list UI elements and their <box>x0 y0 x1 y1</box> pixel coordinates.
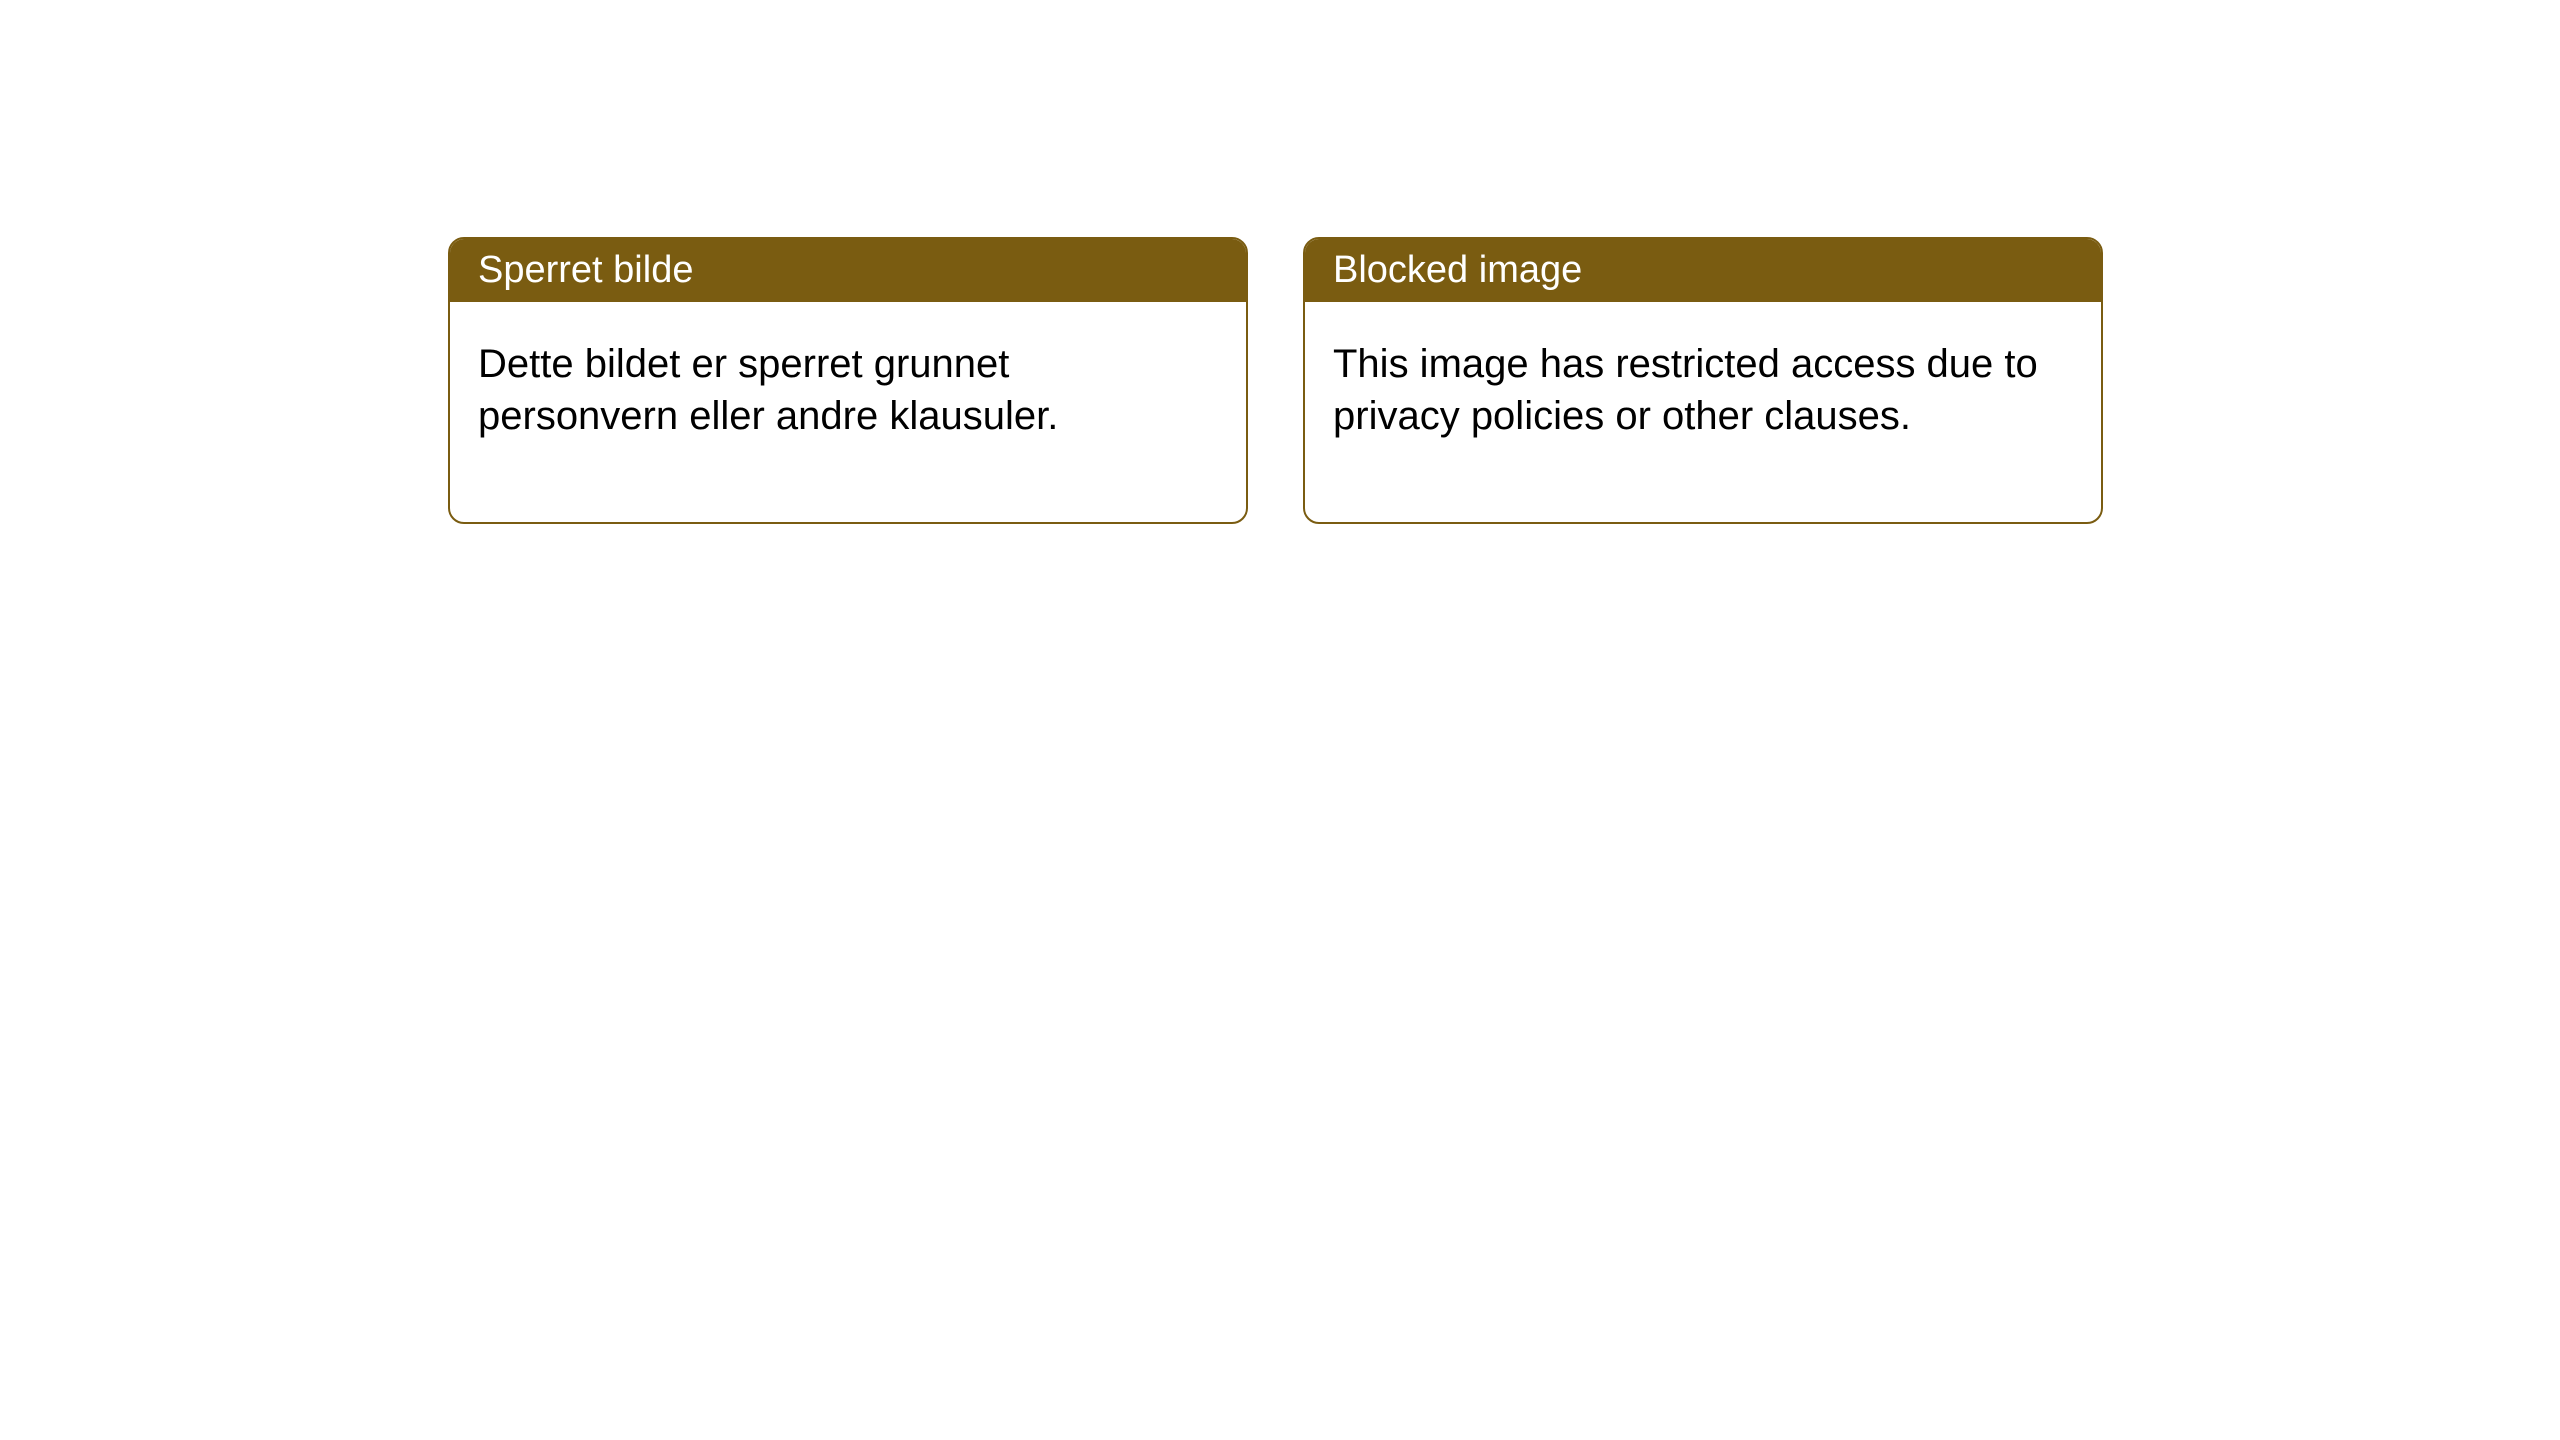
notice-card-title: Blocked image <box>1305 239 2101 302</box>
notice-card-title: Sperret bilde <box>450 239 1246 302</box>
notice-card-english: Blocked image This image has restricted … <box>1303 237 2103 524</box>
notice-container: Sperret bilde Dette bildet er sperret gr… <box>0 0 2560 524</box>
notice-card-body: This image has restricted access due to … <box>1305 302 2101 522</box>
notice-card-norwegian: Sperret bilde Dette bildet er sperret gr… <box>448 237 1248 524</box>
notice-card-body: Dette bildet er sperret grunnet personve… <box>450 302 1246 522</box>
